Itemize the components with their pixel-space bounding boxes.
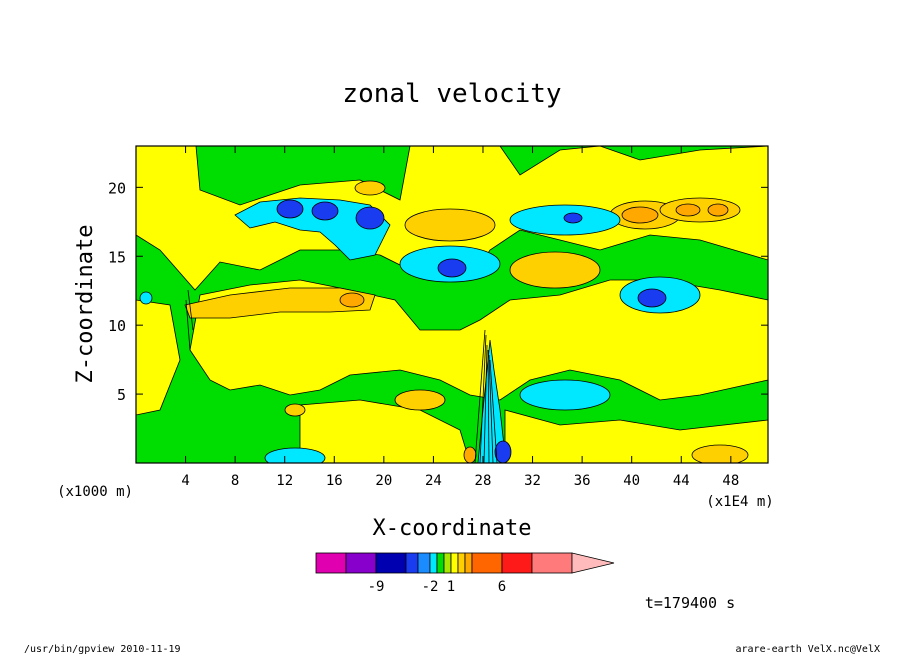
streak-1 [479,334,487,463]
orange-blob-lower-right [691,444,749,463]
streak-3 [487,349,490,463]
x-tick-label: 40 [623,473,640,489]
colorbar-swatch [375,552,407,574]
chart-title: zonal velocity [342,79,561,109]
orange-core-far-right [675,203,701,217]
orange-blob-lower-center [394,389,446,411]
y-tick-label: 20 [108,179,126,197]
y-unit-label: (x1000 m) [57,484,133,500]
colorbar-swatch [464,552,473,574]
blue-core-5 [563,212,583,224]
blue-core-4 [437,258,467,278]
x-tick-label: 4 [181,473,189,489]
streak-8 [187,289,194,331]
colorbar-swatch [457,552,466,574]
x-tick-label: 20 [375,473,392,489]
time-label: t=179400 s [645,594,735,612]
x-tick-label: 16 [326,473,343,489]
x-tick-label: 32 [524,473,541,489]
yellow-region-left [136,299,181,416]
blue-core-6 [637,288,667,308]
strong-positive-cores [339,203,729,463]
orange-core-mountain [463,446,477,463]
orange-blob-lower-left [284,403,306,417]
colorbar-label: -9 [368,579,385,595]
plot-frame [135,145,769,464]
x-tick-label: 8 [231,473,239,489]
orange-blob-upper-center [404,208,496,242]
orange-blob-right-center [509,251,601,289]
colorbar-swatch [450,552,459,574]
x-tick-label: 36 [574,473,591,489]
y-axis-ticks: 5 10 15 20 [108,179,768,404]
x-tick-label: 24 [425,473,442,489]
cyan-blob-bottom-left [264,447,326,463]
blue-core-2 [311,201,339,221]
y-axis-label: Z-coordinate [73,225,98,384]
colorbar-swatch [429,552,438,574]
y-tick-label: 5 [117,386,126,404]
blue-core-7 [494,440,512,463]
cyan-blob-left-edge [139,291,153,305]
colorbar-label: -2 [422,579,439,595]
strong-negative-cores [276,199,667,463]
orange-core-upper-right [621,206,659,224]
orange-core-jet [339,292,365,308]
colorbar-swatch [531,552,573,574]
y-tick-label: 10 [108,317,126,335]
yellow-region-lower [299,399,471,463]
colorbar-label: 1 [447,579,455,595]
orange-core-right-edge [707,203,729,217]
colorbar-labels: -9 -2 1 6 [368,579,507,595]
wave-streaks [185,289,498,463]
footer-left: /usr/bin/gpview 2010-11-19 [24,644,181,654]
x-tick-label: 12 [276,473,293,489]
x-axis-label: X-coordinate [373,516,532,541]
orange-blob-top-center [354,180,386,196]
x-axis-ticks: 4 8 12 16 20 24 28 32 36 40 44 48 [181,146,739,489]
blue-core-1 [276,199,304,219]
x-tick-label: 48 [722,473,739,489]
cyan-region-upper-left [234,197,391,261]
colorbar-swatch [436,552,445,574]
colorbar-swatch [443,552,452,574]
colorbar-swatch [417,552,431,574]
blue-core-3 [355,206,385,230]
streak-7 [185,299,191,351]
streak-4 [488,354,494,463]
colorbar-swatch [501,552,533,574]
streak-5 [489,359,498,463]
colorbar-swatch [345,552,377,574]
colorbar-extend-arrow [571,552,615,574]
x-tick-label: 28 [475,473,492,489]
colorbar [315,552,615,574]
streak-6 [474,329,486,463]
colorbar-swatch [405,552,419,574]
streak-2 [483,344,488,463]
colorbar-swatch [315,552,347,574]
plot-area [136,146,768,463]
x-tick-label: 44 [673,473,690,489]
colorbar-label: 6 [498,579,506,595]
cyan-blob-lower-right [519,379,611,411]
footer-right: arare-earth_VelX.nc@VelX [736,644,881,654]
x-unit-label: (x1E4 m) [706,494,773,510]
orange-jet-left [184,287,376,319]
colorbar-swatch [471,552,503,574]
y-tick-label: 15 [108,248,126,266]
